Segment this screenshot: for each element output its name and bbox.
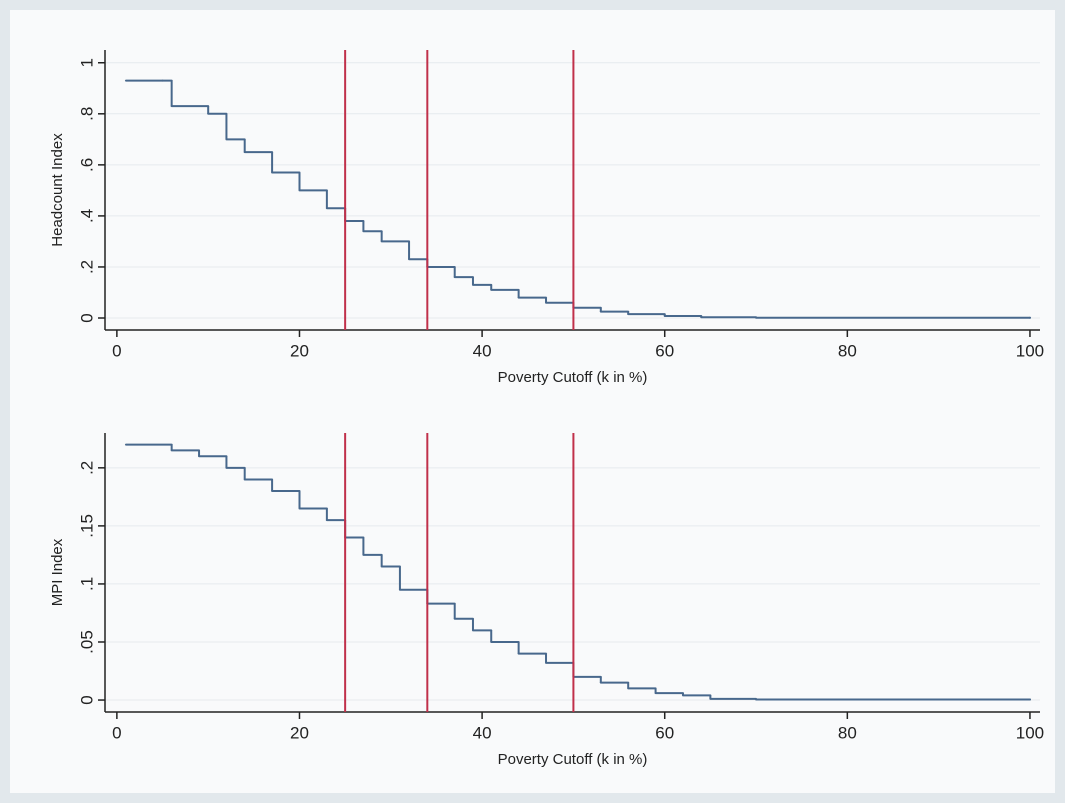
y-tick-label: .1 <box>77 577 96 591</box>
y-tick-label: .05 <box>77 630 96 654</box>
x-tick-label: 0 <box>112 341 121 360</box>
x-tick-label: 20 <box>290 341 309 360</box>
plot-background <box>10 10 1055 793</box>
y-tick-label: 1 <box>77 58 96 67</box>
y-tick-label: .6 <box>77 158 96 172</box>
x-tick-label: 80 <box>838 341 857 360</box>
x-tick-label: 40 <box>473 341 492 360</box>
y-tick-label: 0 <box>77 313 96 322</box>
y-tick-label: .2 <box>77 461 96 475</box>
y-tick-label: 0 <box>77 695 96 704</box>
x-tick-label: 80 <box>838 723 857 742</box>
x-tick-label: 40 <box>473 723 492 742</box>
y-tick-label: .15 <box>77 514 96 538</box>
y-tick-label: .4 <box>77 209 96 223</box>
x-axis-title: Poverty Cutoff (k in %) <box>498 369 648 386</box>
y-tick-label: .8 <box>77 107 96 121</box>
x-tick-label: 60 <box>655 341 674 360</box>
x-tick-label: 0 <box>112 723 121 742</box>
y-axis-title: MPI Index <box>49 538 66 606</box>
x-tick-label: 20 <box>290 723 309 742</box>
x-axis-title: Poverty Cutoff (k in %) <box>498 751 648 768</box>
x-tick-label: 60 <box>655 723 674 742</box>
y-axis-title: Headcount Index <box>49 133 66 247</box>
y-tick-label: .2 <box>77 260 96 274</box>
x-tick-label: 100 <box>1016 723 1044 742</box>
x-tick-label: 100 <box>1016 341 1044 360</box>
